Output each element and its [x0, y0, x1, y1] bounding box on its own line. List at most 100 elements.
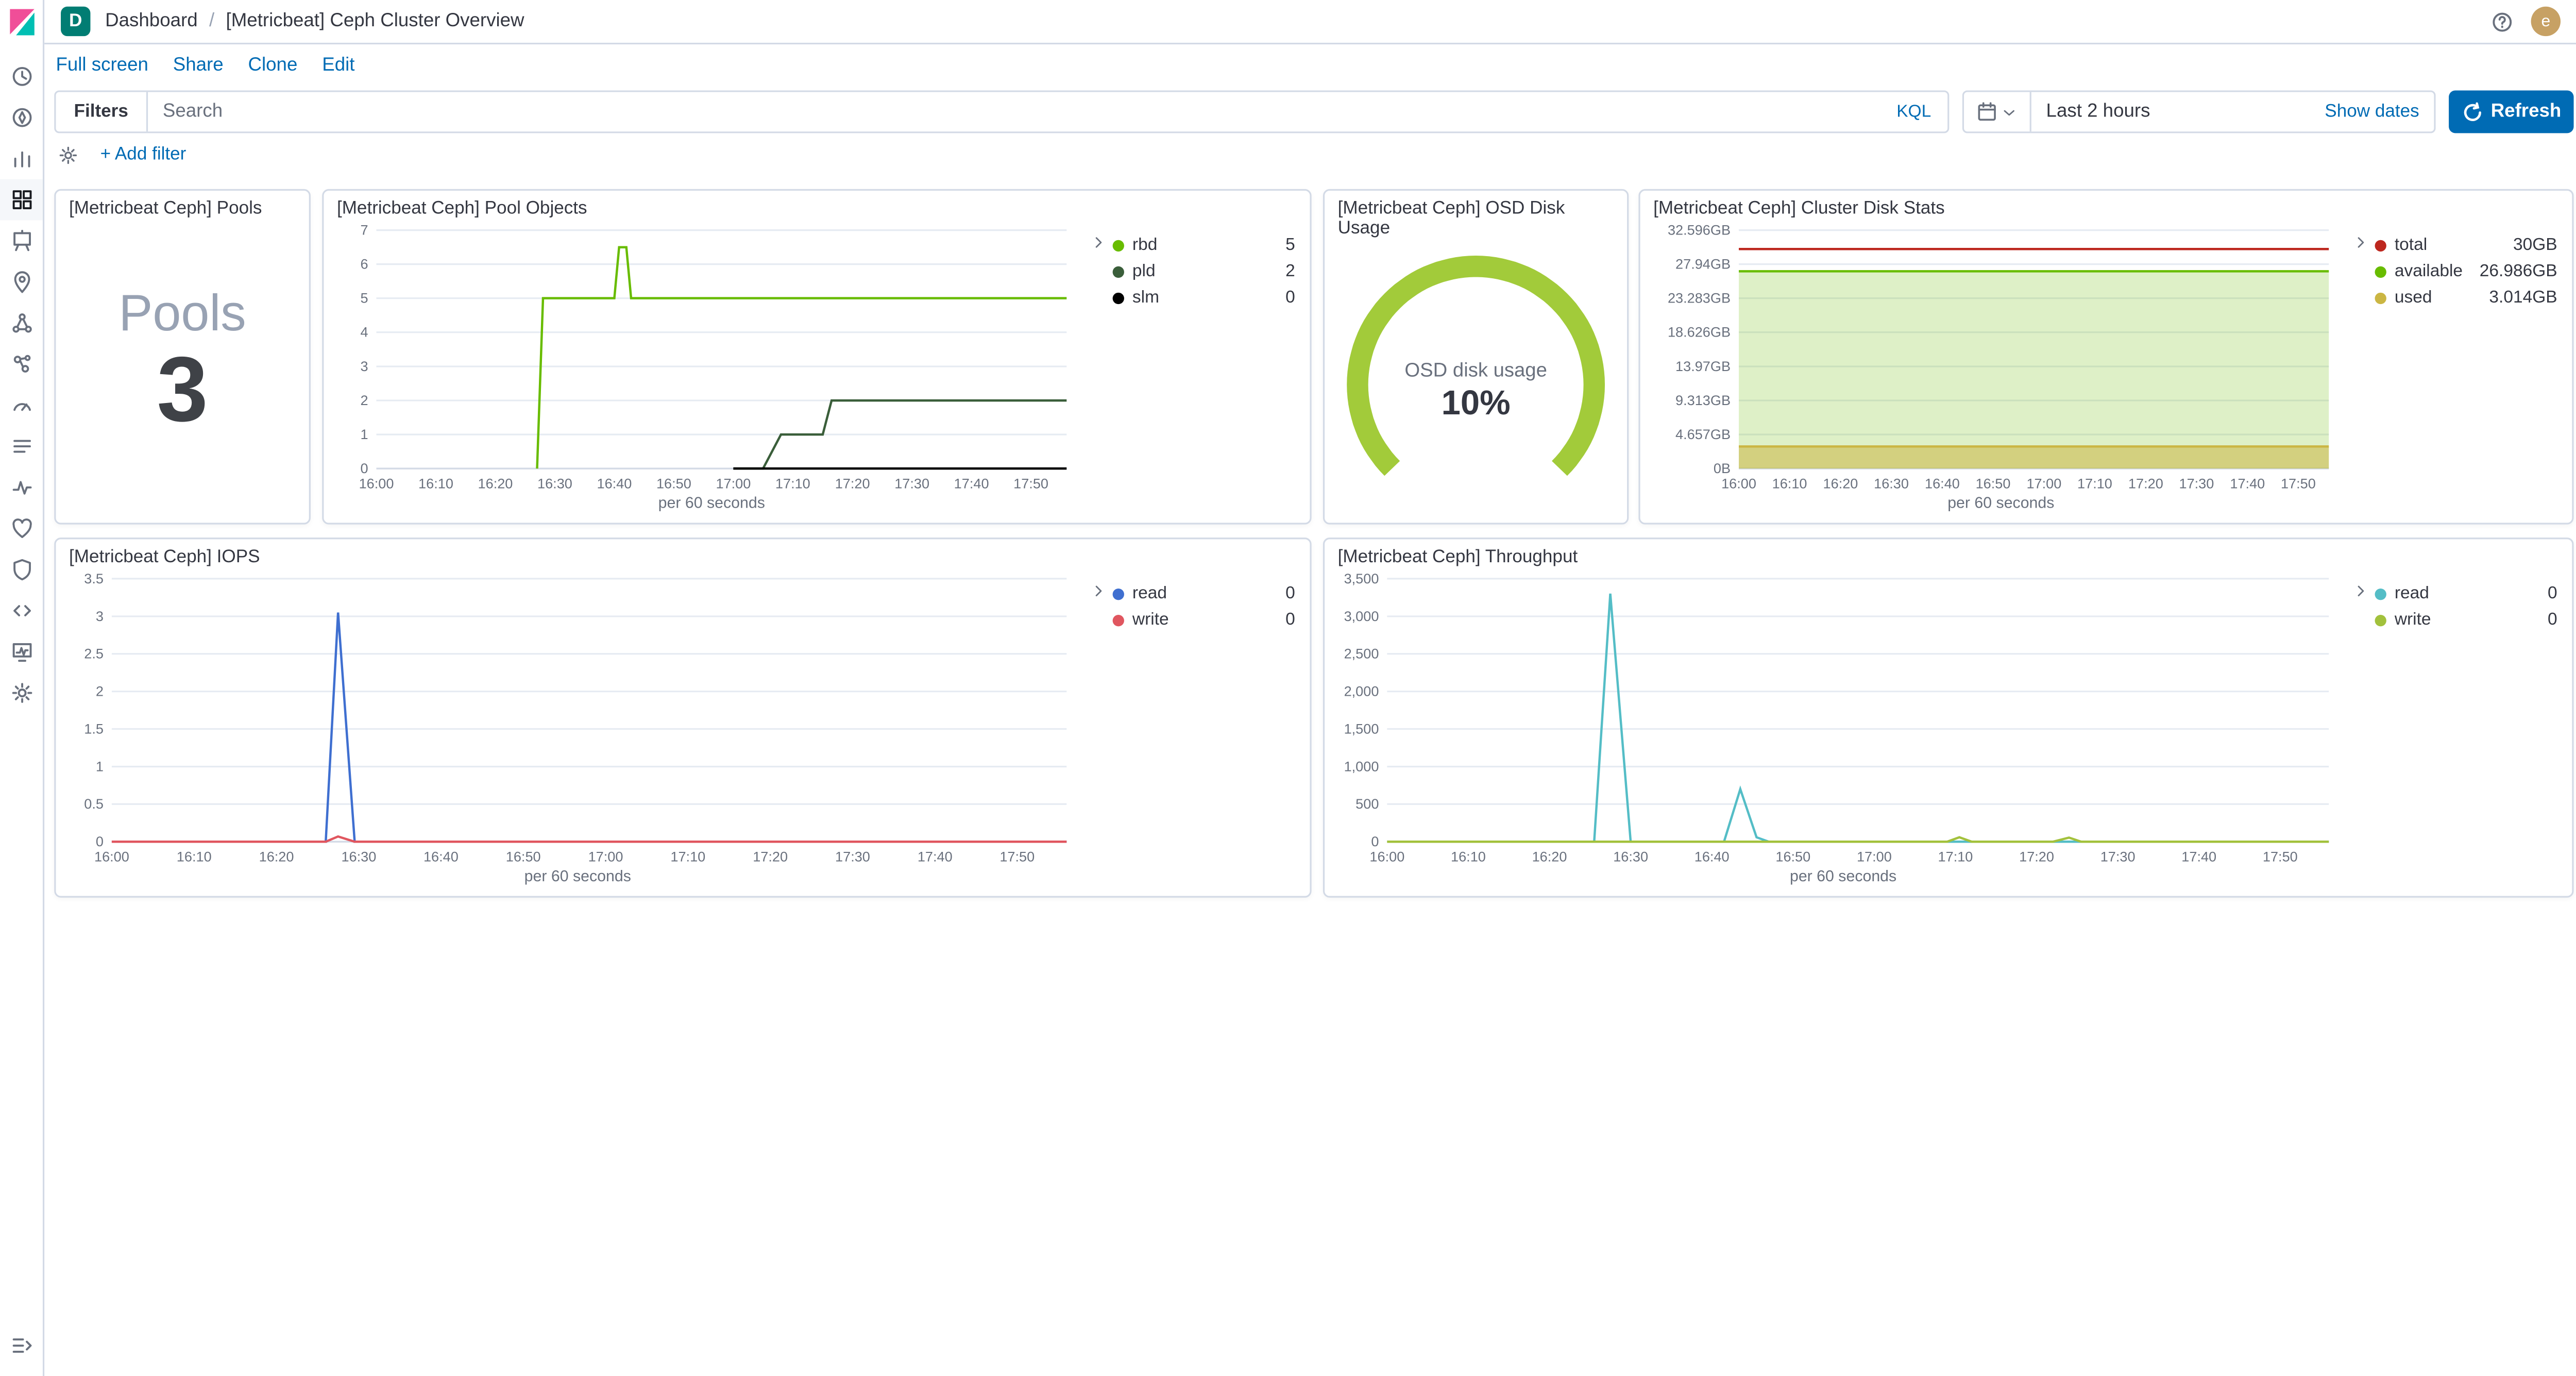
sidebar-item-maps[interactable]: [0, 261, 43, 303]
sidebar-item-canvas[interactable]: [0, 220, 43, 261]
share-button[interactable]: Share: [173, 56, 224, 76]
sidebar-item-recently-viewed[interactable]: [0, 56, 43, 97]
svg-text:4.657GB: 4.657GB: [1675, 426, 1731, 442]
calendar-icon: [1975, 100, 1998, 124]
breadcrumb-dashboard[interactable]: Dashboard: [105, 11, 198, 31]
svg-text:16:20: 16:20: [1532, 849, 1567, 865]
show-dates-button[interactable]: Show dates: [2325, 102, 2419, 122]
legend-value: 0: [2547, 610, 2557, 630]
legend-item-read[interactable]: read 0: [1112, 583, 1295, 603]
sidebar-item-management[interactable]: [0, 673, 43, 714]
legend-toggle-icon[interactable]: [2352, 233, 2370, 516]
sidebar-item-uptime[interactable]: [0, 508, 43, 549]
sidebar-item-visualize[interactable]: [0, 138, 43, 179]
iops-chart[interactable]: 0 0.5 1 1.5 2 2.5 3 3.5 16:00 16:10 16:20 16:30 16:4…: [69, 569, 1087, 866]
avatar[interactable]: e: [2531, 6, 2561, 37]
legend-item-write[interactable]: write 0: [1112, 610, 1295, 630]
legend-color-dot: [1112, 239, 1124, 251]
panel-title[interactable]: [Metricbeat Ceph] IOPS: [69, 547, 260, 567]
svg-text:16:30: 16:30: [1874, 475, 1909, 491]
edit-button[interactable]: Edit: [322, 56, 355, 76]
svg-text:17:00: 17:00: [588, 849, 623, 865]
svg-text:17:20: 17:20: [2019, 849, 2054, 865]
svg-text:500: 500: [1355, 796, 1379, 812]
svg-text:16:40: 16:40: [1694, 849, 1730, 865]
svg-text:16:50: 16:50: [1976, 475, 2011, 491]
sidebar-item-apm[interactable]: [0, 467, 43, 508]
legend-item-slm[interactable]: slm 0: [1112, 288, 1295, 308]
sidebar-item-discover[interactable]: [0, 97, 43, 138]
panel-title[interactable]: [Metricbeat Ceph] OSD Disk Usage: [1337, 198, 1565, 239]
kql-button[interactable]: KQL: [1880, 102, 1947, 122]
help-icon[interactable]: [2490, 9, 2515, 34]
legend-label: used: [2394, 288, 2432, 308]
kibana-logo[interactable]: [0, 0, 43, 44]
throughput-chart[interactable]: 0 500 1,000 1,500 2,000 2,500 3,000 3,500 16:00 1…: [1338, 569, 2349, 866]
sidebar-item-machine-learning[interactable]: [0, 303, 43, 344]
panel-title[interactable]: [Metricbeat Ceph] Pools: [69, 198, 262, 219]
svg-text:16:10: 16:10: [418, 475, 453, 491]
legend-item-rbd[interactable]: rbd 5: [1112, 235, 1295, 255]
svg-text:6: 6: [360, 256, 368, 272]
osd-disk-usage-gauge[interactable]: OSD disk usage 10%: [1338, 240, 1614, 516]
legend-item-used[interactable]: used 3.014GB: [2375, 288, 2557, 308]
svg-text:16:10: 16:10: [1772, 475, 1807, 491]
full-screen-button[interactable]: Full screen: [56, 56, 148, 76]
legend-item-total[interactable]: total 30GB: [2375, 235, 2557, 255]
legend-value: 3.014GB: [2489, 288, 2557, 308]
sidebar-item-metrics[interactable]: [0, 384, 43, 426]
svg-text:16:50: 16:50: [506, 849, 541, 865]
legend-item-read[interactable]: read 0: [2375, 583, 2557, 603]
filters-button[interactable]: Filters: [56, 102, 146, 122]
search-input[interactable]: [148, 102, 1880, 122]
panel-title[interactable]: [Metricbeat Ceph] Throughput: [1337, 547, 1578, 567]
legend-label: total: [2394, 235, 2428, 255]
chart-legend: total 30GB available 26.986GB used 3.014…: [2349, 220, 2559, 516]
sidebar-item-stack-monitoring[interactable]: [0, 631, 43, 673]
svg-text:17:10: 17:10: [775, 475, 810, 491]
sidebar-item-dev-tools[interactable]: [0, 590, 43, 631]
calendar-dropdown[interactable]: [1964, 100, 2030, 124]
sidebar-item-graph[interactable]: [0, 344, 43, 385]
legend-label: write: [2394, 610, 2431, 630]
legend-item-write[interactable]: write 0: [2375, 610, 2557, 630]
space-badge[interactable]: D: [61, 6, 91, 37]
legend-item-pld[interactable]: pld 2: [1112, 261, 1295, 281]
legend-item-available[interactable]: available 26.986GB: [2375, 261, 2557, 281]
panel-iops: [Metricbeat Ceph] IOPS 0 0.5 1 1.5 2 2.5 3 3.5 1…: [54, 538, 1312, 898]
sidebar-item-logs[interactable]: [0, 426, 43, 467]
legend-label: available: [2394, 261, 2463, 281]
add-filter-button[interactable]: + Add filter: [100, 144, 187, 164]
sidebar-item-dashboard[interactable]: [0, 179, 43, 221]
dock-nav-icon[interactable]: [0, 1325, 43, 1366]
svg-text:3: 3: [96, 608, 104, 624]
legend-toggle-icon[interactable]: [1090, 233, 1108, 516]
pool-objects-chart[interactable]: 0 1 2 3 4 5 6 7 16:00 16:10 16:20 16:30 16:40 16:50 17…: [337, 220, 1087, 493]
sidebar-item-siem[interactable]: [0, 549, 43, 590]
svg-text:9.313GB: 9.313GB: [1675, 392, 1731, 408]
svg-text:1: 1: [360, 426, 368, 442]
panel-pools: [Metricbeat Ceph] Pools Pools 3: [54, 189, 311, 525]
legend-color-dot: [2375, 292, 2386, 304]
cluster-disk-stats-chart[interactable]: 0B 4.657GB 9.313GB 13.97GB 18.626GB 23.283GB 2…: [1653, 220, 2348, 493]
apm-icon: [9, 475, 34, 500]
legend-toggle-icon[interactable]: [2352, 582, 2370, 890]
clone-button[interactable]: Clone: [248, 56, 298, 76]
panel-title[interactable]: [Metricbeat Ceph] Pool Objects: [336, 198, 587, 219]
svg-text:4: 4: [360, 324, 368, 340]
legend-toggle-icon[interactable]: [1090, 582, 1108, 890]
svg-text:16:00: 16:00: [1369, 849, 1404, 865]
dashboard-icon: [9, 188, 34, 212]
siem-icon: [9, 557, 34, 582]
refresh-label: Refresh: [2490, 102, 2562, 122]
refresh-button[interactable]: Refresh: [2449, 90, 2574, 133]
filter-settings-gear-icon[interactable]: [58, 144, 79, 165]
time-range-value[interactable]: Last 2 hours: [2046, 102, 2150, 122]
legend-color-dot: [1112, 292, 1124, 304]
svg-text:17:00: 17:00: [716, 475, 751, 491]
svg-text:2: 2: [360, 392, 368, 408]
svg-text:17:00: 17:00: [2026, 475, 2061, 491]
chart-legend: read 0 write 0: [2349, 569, 2559, 890]
devtools-icon: [9, 598, 34, 623]
panel-title[interactable]: [Metricbeat Ceph] Cluster Disk Stats: [1653, 198, 1945, 219]
